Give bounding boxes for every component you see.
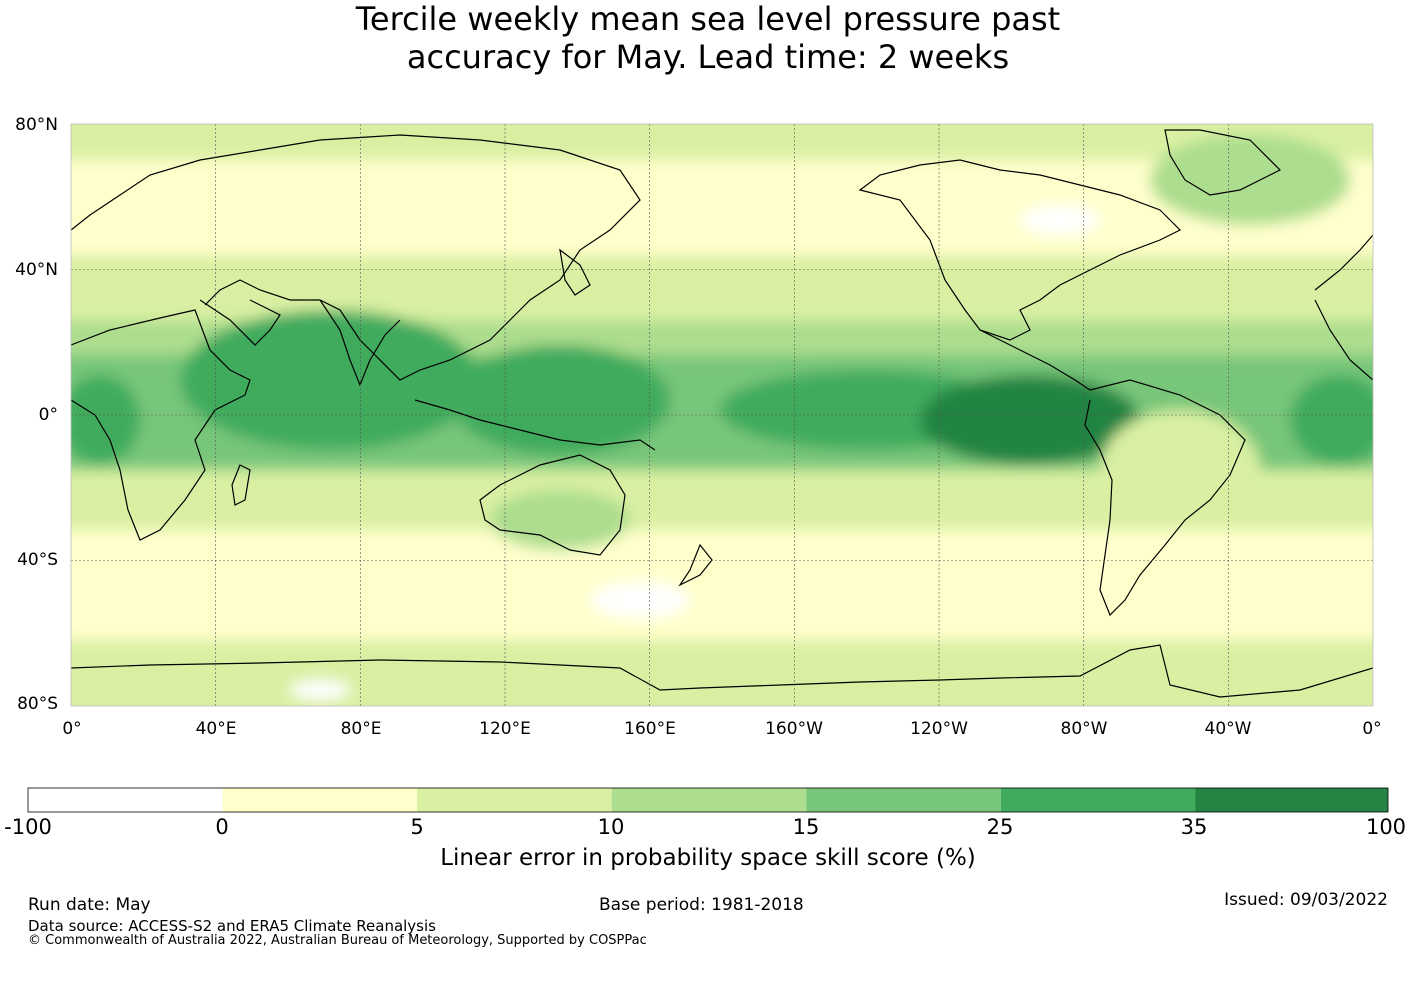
coast-arabia: [199, 299, 281, 346]
lon-label-120w: 120°W: [910, 719, 968, 739]
lon-label-80w: 80°W: [1060, 719, 1108, 739]
colorbar-segment: [417, 788, 612, 812]
coast-north-america: [858, 159, 1182, 341]
patch-white-antarctic: [290, 680, 350, 700]
coast-madagascar: [231, 464, 251, 506]
coast-new-zealand: [678, 543, 713, 587]
patch-greenland: [1150, 135, 1350, 225]
patch-atlantic-west: [71, 375, 140, 465]
colorbar-tick: 35: [1180, 815, 1208, 839]
coast-indonesia: [414, 399, 656, 451]
map-frame: [70, 123, 1374, 707]
lon-label-40e: 40°E: [195, 719, 237, 739]
band-southern-ocean: [71, 640, 1373, 706]
patch-atlantic-east: [1290, 375, 1373, 465]
colorbar-tick: 15: [792, 815, 820, 839]
colorbar-segment: [222, 788, 418, 812]
colorbar-segment: [28, 788, 223, 812]
patch-white-north: [1020, 205, 1100, 235]
patch-white-south: [590, 582, 690, 618]
colorbar-label: Linear error in probability space skill …: [440, 845, 976, 871]
patch-maritime-continent: [450, 345, 670, 455]
issued-date: Issued: 09/03/2022: [1224, 890, 1388, 910]
colorbar-segment: [611, 788, 807, 812]
lon-label-160w: 160°W: [765, 719, 823, 739]
patch-australia: [490, 490, 630, 550]
coast-japan: [559, 248, 591, 296]
coast-australia: [479, 454, 626, 556]
band-arctic: [71, 124, 1373, 154]
patch-east-pacific: [920, 375, 1140, 465]
lon-label-80e: 80°E: [340, 719, 382, 739]
colorbar-outline: [27, 787, 1389, 813]
coast-central-america: [979, 329, 1091, 391]
lon-label-40w: 40°W: [1204, 719, 1252, 739]
lon-label-0-left: 0°: [62, 719, 82, 739]
patch-indian-ocean: [180, 310, 480, 450]
lon-label-0-right: 0°: [1362, 719, 1382, 739]
colorbar: [27, 787, 1389, 813]
lat-label-40s: 40°S: [17, 550, 58, 570]
lat-label-40n: 40°N: [15, 260, 58, 280]
base-period: Base period: 1981-2018: [599, 895, 804, 915]
coast-antarctica: [71, 644, 1373, 698]
colorbar-segment: [806, 788, 1001, 812]
run-date: Run date: May: [28, 895, 151, 915]
data-source: Data source: ACCESS-S2 and ERA5 Climate …: [28, 917, 436, 935]
band-south-midlat: [71, 530, 1373, 640]
lat-label-eq: 0°: [38, 405, 58, 425]
coast-greenland: [1164, 129, 1282, 196]
colorbar-tick: 25: [986, 815, 1014, 839]
coast-west-africa: [1314, 299, 1373, 381]
coast-europe-west: [1314, 234, 1373, 291]
title-line-1: Tercile weekly mean sea level pressure p…: [355, 0, 1061, 38]
colorbar-segment: [1000, 788, 1196, 812]
coast-africa: [71, 309, 251, 541]
colorbar-tick: 10: [597, 815, 625, 839]
copyright: © Commonwealth of Australia 2022, Austra…: [28, 933, 647, 948]
colorbar-tick: 0: [215, 815, 229, 839]
lat-label-80n: 80°N: [15, 115, 58, 135]
title-line-2: accuracy for May. Lead time: 2 weeks: [406, 38, 1010, 76]
skill-field: [71, 124, 1373, 706]
graticule: [71, 124, 1373, 706]
colorbar-tick: -100: [4, 815, 52, 839]
lon-label-160e: 160°E: [624, 719, 676, 739]
lon-label-120e: 120°E: [479, 719, 531, 739]
colorbar-tick: 100: [1365, 815, 1407, 839]
colorbar-tick: 5: [410, 815, 424, 839]
colorbar-segment: [1195, 788, 1388, 812]
coastlines: [71, 129, 1373, 698]
chart-title: Tercile weekly mean sea level pressure p…: [0, 0, 1416, 76]
lat-label-80s: 80°S: [17, 694, 58, 714]
patch-south-america: [1100, 410, 1260, 530]
